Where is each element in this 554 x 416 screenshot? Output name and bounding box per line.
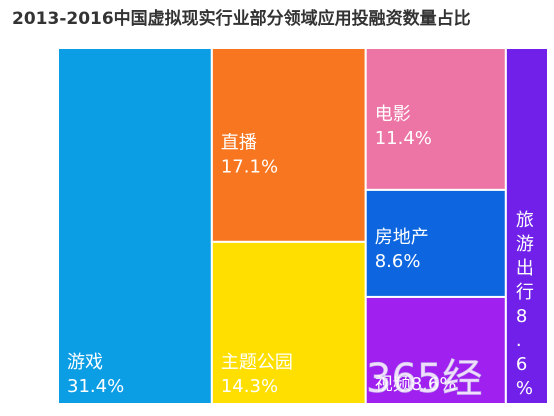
watermark-brand: 365经 — [366, 356, 482, 402]
cell-name-label-2: 直播 — [221, 133, 257, 154]
cell-name-label-5: 房地产 — [375, 227, 429, 248]
cell-value-label-2: 17.1% — [221, 157, 278, 178]
cell-vertical-label-7: 旅游出行 8. 6% — [516, 210, 534, 399]
cell-value-label-1: 31.4% — [67, 376, 124, 397]
treemap-cell-3 — [210, 240, 367, 405]
cell-name-label-4: 电影 — [375, 104, 411, 125]
watermark-domain: www.365 — [366, 400, 456, 416]
chart-title: 2013-2016中国虚拟现实行业部分领域应用投融资数量占比 — [12, 9, 471, 29]
cell-name-label-1: 游戏 — [67, 352, 103, 373]
cell-value-label-5: 8.6% — [375, 251, 421, 272]
cell-name-label-6: 视频8.6% — [375, 374, 457, 395]
treemap-cell-7 — [504, 47, 549, 405]
treemap-cell-1 — [57, 47, 213, 405]
cell-name-label-3: 主题公园 — [221, 352, 293, 373]
cell-value-label-3: 14.3% — [221, 376, 278, 397]
watermark: 365经 www.365 — [366, 356, 483, 416]
cell-value-label-4: 11.4% — [375, 128, 432, 149]
treemap-cell-6 — [364, 295, 507, 406]
